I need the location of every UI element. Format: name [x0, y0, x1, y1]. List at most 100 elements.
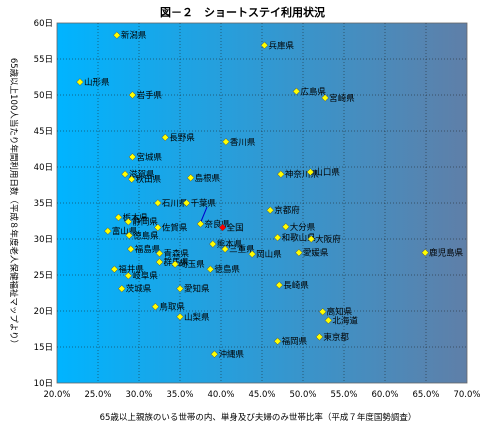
data-point: 愛媛県 — [295, 248, 329, 259]
point-marker — [260, 41, 269, 50]
point-marker — [113, 31, 121, 39]
point-marker — [127, 175, 136, 183]
x-tick-label: 45.0% — [248, 390, 275, 400]
y-tick-label: 15日 — [34, 343, 53, 353]
point-label: 熊本県 — [217, 239, 243, 250]
data-point: 徳島県 — [206, 264, 240, 275]
data-point: 千葉県 — [182, 198, 217, 209]
data-point: 青森県 — [155, 248, 190, 259]
point-marker — [307, 235, 315, 243]
y-axis-label: 65歳以上100人当たり年間利用日数（平成８年度老人保健福祉マップより） — [8, 58, 19, 348]
point-marker — [222, 138, 230, 146]
point-label: 福井県 — [118, 264, 144, 275]
y-tick-label: 30日 — [34, 235, 53, 245]
point-label: 三重県 — [229, 244, 255, 255]
point-label: 富山県 — [112, 226, 138, 237]
y-tick-label: 50日 — [34, 91, 53, 101]
point-label: 愛媛県 — [303, 248, 329, 259]
x-tick-label: 50.0% — [289, 390, 316, 400]
point-marker — [176, 313, 184, 321]
data-point: 兵庫県 — [260, 40, 294, 51]
point-label: 奈良県 — [205, 219, 231, 230]
point-label: 宮城県 — [136, 152, 162, 163]
data-point: 岩手県 — [128, 90, 162, 101]
y-tick-label: 60日 — [34, 19, 53, 29]
grid-lines — [57, 23, 467, 383]
point-marker — [209, 240, 217, 248]
point-label: 岐阜県 — [132, 271, 158, 282]
data-point: 京都府 — [266, 205, 300, 216]
x-tick-label: 35.0% — [166, 390, 193, 400]
data-point: 大分県 — [282, 222, 316, 233]
point-marker — [161, 133, 169, 142]
point-marker — [121, 170, 129, 178]
y-tick-label: 55日 — [34, 55, 53, 65]
point-label: 宮崎県 — [329, 93, 355, 104]
data-point: 愛知県 — [176, 284, 210, 295]
point-marker — [104, 227, 112, 235]
point-label: 長崎県 — [283, 280, 309, 291]
point-marker — [221, 245, 229, 253]
point-label: 大分県 — [290, 222, 316, 233]
data-point: 宮城県 — [128, 152, 162, 163]
data-point: 滋賀県 — [121, 169, 155, 180]
point-marker — [210, 350, 219, 358]
data-point: 茨城県 — [118, 284, 152, 295]
data-point: 福岡県 — [273, 336, 308, 347]
point-label: 佐賀県 — [162, 222, 188, 233]
point-label: 秋田県 — [136, 174, 162, 185]
data-point: 北海道 — [324, 315, 358, 326]
y-tick-label: 45日 — [34, 127, 53, 137]
data-point: 宮崎県 — [321, 93, 355, 104]
point-marker — [154, 199, 162, 207]
x-tick-label: 40.0% — [207, 390, 234, 400]
point-marker — [275, 281, 283, 289]
point-marker — [154, 223, 162, 232]
y-tick-label: 20日 — [34, 307, 53, 317]
point-label: 栃木県 — [123, 212, 149, 223]
point-label: 神奈川県 — [285, 169, 320, 180]
point-marker — [118, 284, 126, 293]
point-marker — [171, 260, 179, 268]
point-label: 石川県 — [162, 199, 188, 209]
point-marker — [292, 87, 301, 96]
point-label: 鹿児島県 — [429, 248, 464, 259]
y-tick-label: 40日 — [34, 163, 53, 173]
point-label: 山形県 — [84, 77, 110, 88]
point-marker — [128, 91, 137, 99]
data-point: 埼玉県 — [171, 259, 205, 270]
data-point: 富山県 — [104, 226, 138, 237]
point-label: 徳島県 — [214, 264, 240, 275]
point-marker — [110, 265, 119, 273]
chart-title: 図－２ ショートステイ利用状況 — [160, 6, 325, 19]
data-point: 福島県 — [127, 244, 161, 255]
x-tick-label: 65.0% — [412, 390, 439, 400]
point-marker — [76, 78, 84, 86]
point-marker — [218, 223, 227, 232]
y-tick-label: 35日 — [34, 199, 53, 209]
data-point: 広島県 — [292, 86, 326, 97]
data-point: 石川県 — [154, 199, 188, 209]
x-tick-label: 30.0% — [125, 390, 152, 400]
point-marker — [151, 302, 160, 311]
data-point: 山形県 — [76, 77, 110, 88]
point-marker — [155, 258, 164, 266]
point-marker — [186, 174, 195, 182]
data-point: 熊本県 — [209, 239, 243, 250]
point-label: 岡山県 — [256, 249, 282, 260]
point-label: 愛知県 — [184, 284, 210, 295]
point-marker — [206, 265, 215, 273]
y-tick-label: 10日 — [34, 379, 53, 389]
data-point: 高知県 — [318, 307, 353, 318]
point-marker — [277, 170, 285, 178]
point-label: 京都府 — [274, 205, 300, 216]
point-label: 青森県 — [164, 248, 190, 259]
point-label: 広島県 — [300, 86, 326, 97]
x-tick-label: 60.0% — [371, 390, 398, 400]
data-point: 沖縄県 — [210, 349, 244, 360]
point-label: 千葉県 — [191, 198, 217, 209]
point-label: 兵庫県 — [268, 40, 294, 51]
x-tick-label: 55.0% — [330, 390, 357, 400]
point-marker — [282, 223, 290, 231]
